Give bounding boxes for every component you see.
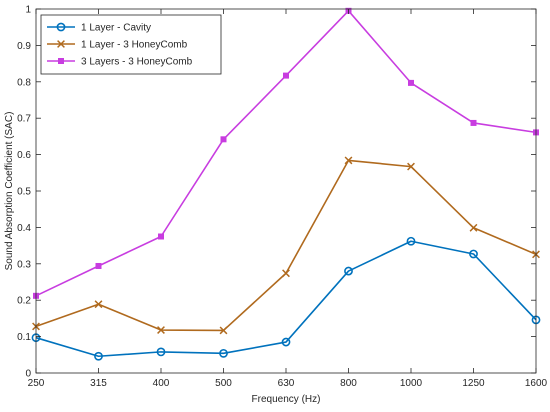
y-tick-label: 0.3: [17, 259, 31, 270]
data-point: [406, 236, 416, 246]
legend-swatch-marker: [58, 58, 65, 65]
x-tick-label: 1250: [462, 378, 485, 389]
legend-swatch-marker: [57, 40, 65, 48]
x-tick-label: 250: [28, 378, 45, 389]
x-axis-label: Frequency (Hz): [252, 394, 321, 405]
x-tick-label: 500: [215, 378, 232, 389]
legend-swatch-marker: [56, 22, 66, 32]
data-point: [344, 156, 353, 165]
data-point: [156, 347, 166, 357]
data-point: [157, 326, 165, 334]
data-point: [281, 337, 291, 347]
data-point: [282, 72, 289, 79]
data-point: [94, 351, 103, 361]
data-point: [95, 262, 102, 269]
data-point: [470, 119, 477, 126]
x-tick-label: 1000: [400, 378, 423, 389]
y-tick-label: 0.8: [17, 77, 31, 88]
x-tick-label: 630: [278, 378, 295, 389]
data-point: [219, 348, 228, 358]
y-tick-label: 0.4: [17, 223, 31, 234]
y-tick-label: 1: [25, 5, 31, 16]
legend-item-2: 1 Layer - 3 HoneyComb: [47, 40, 188, 51]
data-point: [282, 269, 290, 278]
data-point: [407, 162, 415, 171]
y-tick-label: 0.1: [17, 332, 31, 343]
data-point: [344, 266, 353, 276]
y-tick-label: 0.5: [17, 187, 31, 198]
legend: 1 Layer - Cavity 1 Layer - 3 HoneyComb 3 L…: [40, 14, 222, 75]
ticks-layer: 250 315 400 500 630 800 1000 1250 1600 0 0.1 0.2 0.3…: [17, 5, 547, 390]
y-tick-label: 0: [25, 369, 31, 380]
data-point: [469, 249, 478, 259]
x-tick-label: 315: [90, 378, 107, 389]
legend-label: 3 Layers - 3 HoneyComb: [81, 57, 193, 68]
y-tick-label: 0.7: [17, 114, 31, 125]
legend-item-3: 3 Layers - 3 HoneyComb: [47, 57, 193, 68]
data-point: [219, 326, 228, 335]
y-tick-label: 0.9: [17, 41, 31, 52]
data-point: [220, 136, 227, 143]
y-axis-label: Sound Absorption Coefficient (SAC): [4, 112, 15, 271]
data-point: [94, 300, 103, 309]
x-tick-label: 1600: [525, 378, 548, 389]
legend-item-1: 1 Layer - Cavity: [47, 23, 151, 34]
data-point: [469, 223, 478, 232]
y-tick-label: 0.6: [17, 150, 31, 161]
data-point: [407, 79, 414, 86]
legend-label: 1 Layer - Cavity: [81, 23, 151, 34]
legend-label: 1 Layer - 3 HoneyComb: [81, 40, 188, 51]
x-tick-label: 400: [153, 378, 170, 389]
data-point: [157, 233, 164, 240]
series-line-1: [35, 240, 537, 358]
y-tick-label: 0.2: [17, 296, 31, 307]
x-tick-label: 800: [340, 378, 357, 389]
